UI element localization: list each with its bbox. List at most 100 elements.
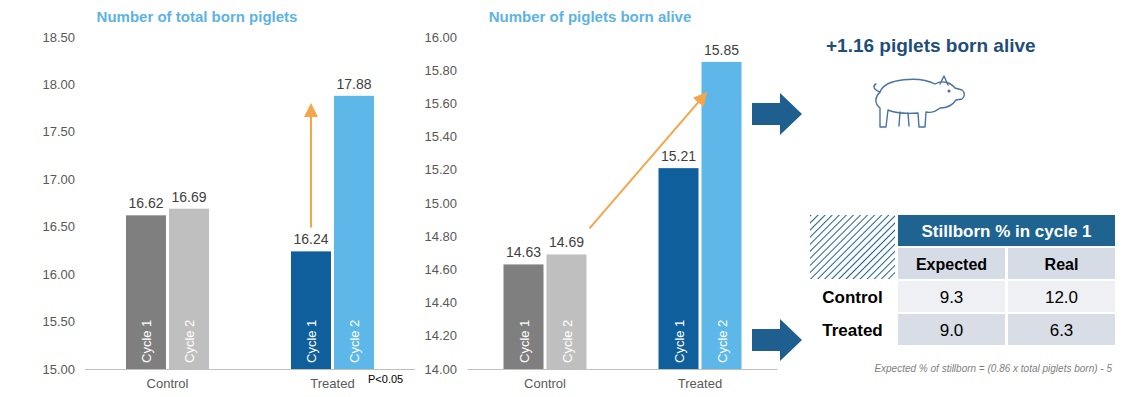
- y-tick: [460, 203, 463, 204]
- hatched-cell: [810, 215, 895, 279]
- bar: [126, 215, 166, 369]
- y-tick-label: 15.00: [42, 362, 75, 377]
- y-tick-label: 15.50: [42, 314, 75, 329]
- bars: [504, 62, 742, 369]
- table-cell: [898, 314, 1005, 345]
- bar: [659, 168, 699, 369]
- x-axis: [85, 369, 415, 370]
- bar: [334, 96, 374, 369]
- page: {"chart_data": [ {"type": "bar", "title"…: [0, 0, 1125, 397]
- annotation: P<0.05: [368, 373, 403, 385]
- table-value: 12.0: [1045, 288, 1078, 307]
- table-value: 9.3: [940, 288, 964, 307]
- bar-labels: 16.62Cycle 116.69Cycle 216.24Cycle 117.8…: [128, 76, 371, 363]
- chart: Number of total born piglets 15.00 15.50 16…: [42, 8, 415, 391]
- y-tick: [78, 226, 81, 227]
- table-cell: [810, 281, 895, 312]
- data-label: 14.69: [549, 234, 584, 250]
- y-tick: [78, 131, 81, 132]
- x-axis: [468, 369, 778, 370]
- y-tick-label: 15.60: [424, 96, 457, 111]
- series-label: Cycle 1: [304, 320, 319, 363]
- y-tick-label: 18.00: [42, 77, 75, 92]
- y-tick: [460, 103, 463, 104]
- trend-arrow: [310, 106, 312, 228]
- series-label: Cycle 2: [715, 320, 730, 363]
- column-header: Real: [1045, 256, 1079, 273]
- y-tick: [460, 169, 463, 170]
- chart-title: Number of total born piglets: [97, 8, 298, 25]
- y-tick-label: 14.40: [424, 295, 457, 310]
- chart: Number of piglets born alive 14.00 14.20 14…: [424, 8, 777, 391]
- x-tick-label: Treated: [310, 376, 354, 391]
- column-header-cell: [1008, 248, 1115, 279]
- y-tick-label: 14.00: [424, 362, 457, 377]
- y-tick: [460, 302, 463, 303]
- y-tick-label: 16.50: [42, 219, 75, 234]
- bar: [504, 264, 544, 369]
- row-header: Control: [822, 288, 882, 307]
- pig-icon: [874, 76, 964, 127]
- footnote: Expected % of stillborn = (0.86 x total …: [874, 363, 1112, 374]
- x-tick-label: Control: [524, 376, 566, 391]
- table-cell: [1008, 281, 1115, 312]
- table-cell: [810, 314, 895, 345]
- pig-tail: [874, 84, 880, 92]
- bar: [547, 254, 587, 369]
- y-tick-label: 14.80: [424, 229, 457, 244]
- data-label: 16.69: [171, 189, 206, 205]
- table-title: Stillborn % in cycle 1: [921, 222, 1091, 241]
- column-header-cell: [898, 248, 1005, 279]
- y-tick-label: 15.80: [424, 63, 457, 78]
- y-tick: [460, 335, 463, 336]
- y-tick-label: 14.20: [424, 328, 457, 343]
- callout: +1.16 piglets born alive: [826, 35, 1036, 56]
- y-tick: [78, 321, 81, 322]
- pig-ear: [940, 76, 948, 85]
- bar-labels: 14.63 Cycle 1 14.69 Cycle 2 15.21 Cycle 1 15.8…: [506, 42, 739, 363]
- pig-eye: [948, 90, 950, 92]
- data-label: 15.21: [661, 148, 696, 164]
- y-tick-label: 18.50: [42, 30, 75, 45]
- pig-body: [876, 79, 964, 127]
- header-cell: [898, 215, 1115, 246]
- y-tick-label: 17.50: [42, 124, 75, 139]
- block-arrow: [752, 319, 802, 361]
- bar: [702, 62, 742, 369]
- data-label: 16.24: [293, 231, 328, 247]
- y-tick: [460, 136, 463, 137]
- table: Stillborn % in cycle 1 Expected Real Contro…: [810, 215, 1115, 374]
- x-tick-label: Treated: [678, 376, 722, 391]
- y-tick-label: 15.20: [424, 162, 457, 177]
- y-tick: [78, 179, 81, 180]
- series-label: Cycle 2: [347, 320, 362, 363]
- data-label: 14.63: [506, 244, 541, 260]
- series-label: Cycle 2: [560, 320, 575, 363]
- table-cell: [1008, 314, 1115, 345]
- data-label: 16.62: [128, 195, 163, 211]
- series-label: Cycle 1: [139, 320, 154, 363]
- x-tick-label: Control: [147, 376, 189, 391]
- bar: [291, 251, 331, 369]
- block-arrow: [752, 93, 802, 135]
- y-tick-label: 15.40: [424, 129, 457, 144]
- y-tick-label: 16.00: [42, 267, 75, 282]
- row-header: Treated: [822, 321, 882, 340]
- table-value: 9.0: [940, 321, 964, 340]
- data-label: 15.85: [704, 42, 739, 58]
- y-tick: [460, 369, 463, 370]
- y-tick-label: 15.00: [424, 196, 457, 211]
- series-label: Cycle 1: [672, 320, 687, 363]
- bars: [126, 96, 374, 369]
- trend-arrow: [590, 94, 706, 229]
- table-cell: [898, 281, 1005, 312]
- y-tick: [78, 84, 81, 85]
- column-header: Expected: [916, 256, 987, 273]
- y-tick: [460, 269, 463, 270]
- y-tick-label: 16.00: [424, 30, 457, 45]
- y-tick: [460, 70, 463, 71]
- y-tick: [78, 37, 81, 38]
- y-tick: [460, 236, 463, 237]
- chart-title: Number of piglets born alive: [489, 8, 692, 25]
- series-label: Cycle 1: [517, 320, 532, 363]
